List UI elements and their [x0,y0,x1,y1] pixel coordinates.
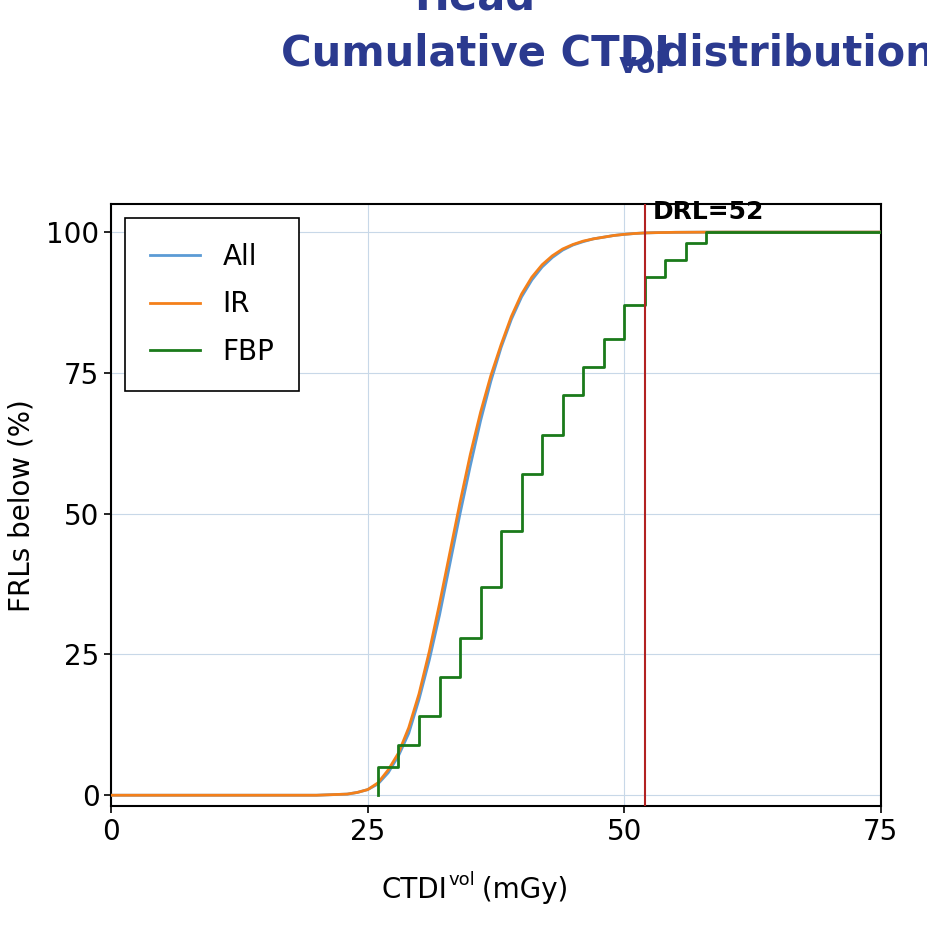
Text: CTDI: CTDI [381,876,447,904]
Y-axis label: FRLs below (%): FRLs below (%) [7,399,35,612]
Text: vol: vol [619,51,666,79]
Text: distribution: distribution [645,32,927,74]
Text: DRL=52: DRL=52 [653,199,764,223]
Legend: All, IR, FBP: All, IR, FBP [125,218,299,390]
Text: Cumulative CTDI: Cumulative CTDI [281,32,669,74]
Text: Head: Head [414,0,536,19]
Text: vol: vol [448,871,475,889]
Text: (mGy): (mGy) [473,876,568,904]
